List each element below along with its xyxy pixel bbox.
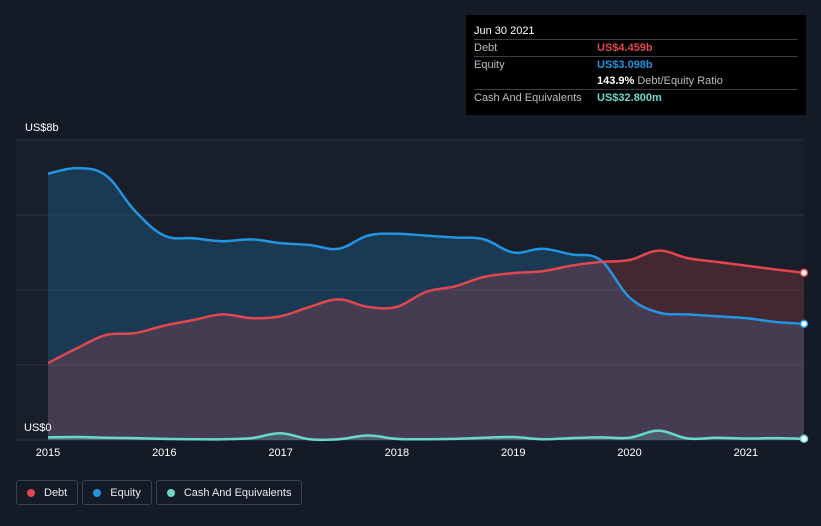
tooltip-row-ratio: 143.9% Debt/Equity Ratio [474, 73, 798, 89]
grid-lines [16, 139, 804, 441]
tooltip-label: Cash And Equivalents [474, 92, 582, 104]
legend-dot-icon [93, 488, 102, 497]
ratio-caption: Debt/Equity Ratio [637, 75, 723, 87]
series-lines [47, 166, 805, 442]
legend-item-equity[interactable]: Equity [82, 480, 152, 505]
x-tick-label: 2015 [36, 447, 60, 459]
line-debt [47, 249, 805, 365]
area-debt [48, 250, 804, 440]
end-marker-equity [799, 319, 809, 329]
chart-legend: Debt Equity Cash And Equivalents [16, 480, 306, 505]
legend-item-debt[interactable]: Debt [16, 480, 79, 505]
x-tick-label: 2021 [734, 447, 758, 459]
legend-item-cash[interactable]: Cash And Equivalents [155, 480, 303, 505]
x-tick-label: 2017 [268, 447, 292, 459]
legend-label: Equity [110, 486, 141, 499]
tooltip-label: Debt [474, 42, 498, 54]
tooltip-label: Equity [474, 59, 505, 71]
x-tick-label: 2019 [501, 447, 525, 459]
x-tick-label: 2016 [152, 447, 176, 459]
series-end-markers [799, 268, 809, 444]
x-axis-ticks: 2015 2016 2017 2018 2019 2020 2021 [36, 447, 758, 459]
tooltip-value: US$32.800m [597, 92, 662, 104]
line-equity [47, 166, 805, 326]
x-tick-label: 2018 [385, 447, 409, 459]
legend-dot-icon [166, 488, 175, 497]
end-marker-cash-and-equivalents [799, 434, 809, 444]
tooltip-value: US$3.098b [597, 59, 653, 71]
tooltip-row-equity: Equity US$3.098b [474, 56, 798, 73]
legend-dot-icon [27, 488, 35, 497]
tooltip-label [474, 73, 597, 89]
tooltip-row-cash: Cash And Equivalents US$32.800m [474, 89, 798, 106]
tooltip-value: US$4.459b [597, 42, 653, 54]
y-axis-bottom-label: US$0 [24, 422, 52, 434]
line-cash-and-equivalents [47, 429, 805, 442]
legend-label: Debt [44, 486, 68, 499]
y-axis-top-label: US$8b [25, 122, 59, 134]
tooltip-value: 143.9% Debt/Equity Ratio [597, 73, 723, 89]
ratio-value: 143.9% [597, 75, 635, 87]
tooltip-row-debt: Debt US$4.459b [474, 39, 798, 56]
area-equity [48, 168, 804, 441]
legend-label: Cash And Equivalents [183, 486, 292, 499]
tooltip-date: Jun 30 2021 [474, 25, 535, 37]
x-tick-label: 2020 [617, 447, 641, 459]
hover-tooltip: Jun 30 2021 Debt US$4.459b Equity US$3.0… [466, 15, 806, 115]
end-marker-debt [799, 268, 809, 278]
